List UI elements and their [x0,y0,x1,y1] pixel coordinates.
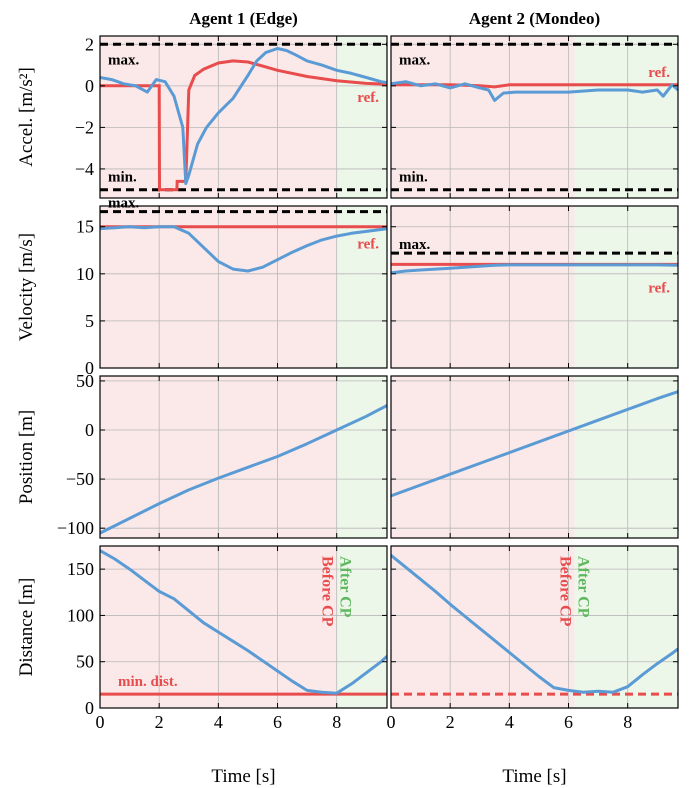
before-cp-region [391,206,575,368]
x-tick-label: 8 [332,712,341,732]
y-tick-label: 0 [85,420,94,440]
x-tick-label: 2 [446,712,455,732]
y-tick-label: 2 [85,34,94,54]
plot-area [391,554,678,696]
panel-r2-c0: 50 0 −50 −100 Position [m] [16,371,388,539]
plot-area [100,404,387,535]
plot-area [100,210,387,273]
before-cp-label: Before CP [556,556,573,627]
after-cp-region [574,206,678,368]
panel-frame [390,205,679,369]
after-cp-region [574,546,678,708]
x-tick-label: 6 [273,712,282,732]
x-tick-label: 8 [623,712,632,732]
panel-r1-c0: max. ref. 15 10 5 0 Velocity [m/s] [16,196,388,378]
max-limit-label: max. [399,237,430,253]
y-axis-label: Velocity [m/s] [16,233,37,341]
panels-container: max. min. ref. 2 0 −2 −4 Accel. [m/s²] max. min. r… [16,34,679,732]
y-tick-label: 5 [85,311,94,331]
y-tick-label: 100 [67,605,94,625]
agent-series-line [391,80,678,102]
x-tick-label: 6 [564,712,573,732]
y-tick-label: 150 [67,559,94,579]
agent-series-line [100,549,387,695]
after-cp-label: After CP [337,556,354,618]
y-tick-label: −4 [75,159,94,179]
panel-r0-c0: max. min. ref. 2 0 −2 −4 Accel. [m/s²] [16,34,388,199]
x-tick-label: 4 [214,712,223,732]
column-title-agent-2: Agent 2 (Mondeo) [469,9,600,28]
min-limit-label: min. [399,170,428,186]
panel-r3-c0: min. dist. Before CP After CP 150 100 50 00 2 4 6… [16,545,388,732]
max-limit-label: max. [108,196,139,212]
x-axis-label-left: Time [s] [211,766,275,787]
after-cp-region [336,36,387,198]
y-axis-label: Position [m] [16,410,37,504]
x-axis-label-right: Time [s] [502,766,566,787]
agent-series-line [100,404,387,535]
y-tick-label: −2 [75,117,94,137]
after-cp-region [574,36,678,198]
y-tick-label: −100 [57,518,94,538]
after-cp-region [574,376,678,538]
y-axis-label: Accel. [m/s²] [16,67,37,167]
before-cp-label: Before CP [319,556,336,627]
after-cp-region [336,546,387,708]
panel-frame [390,545,679,709]
panel-r1-c1: max. ref. [390,205,679,369]
before-cp-region [391,376,575,538]
x-tick-label: 4 [505,712,514,732]
plot-area [391,251,678,275]
y-tick-label: 0 [85,358,94,378]
reference-series-line [100,59,387,192]
y-tick-label: 50 [76,371,94,391]
after-cp-label: After CP [574,556,591,618]
agent-series-line [100,225,387,273]
agent-series-line [391,390,678,498]
column-title-agent-1: Agent 1 (Edge) [189,9,298,28]
reference-label: ref. [357,90,379,106]
y-tick-label: 0 [85,698,94,718]
min-limit-label: min. [108,170,137,186]
plot-area [391,390,678,498]
panel-r3-c1: Before CP After CP 0 2 4 6 8 [387,545,679,732]
reference-series-line [391,83,678,89]
reference-label: ref. [357,237,379,253]
plot-area [391,42,678,192]
y-axis-label: Distance [m] [16,578,37,677]
agent-series-line [391,554,678,694]
reference-label: ref. [648,280,670,296]
x-tick-label: 2 [155,712,164,732]
panel-r2-c1 [390,375,679,539]
y-tick-label: 0 [85,76,94,96]
x-tick-label: 0 [96,712,105,732]
y-tick-label: 15 [76,217,94,237]
before-cp-region [391,36,575,198]
y-tick-label: 10 [76,264,94,284]
y-tick-label: −50 [66,469,94,489]
reference-label: ref. [648,65,670,81]
x-tick-label: 0 [387,712,396,732]
plot-area [100,42,387,192]
panel-frame [390,375,679,539]
panel-frame [99,375,388,539]
max-limit-label: max. [108,52,139,68]
panel-frame [99,35,388,199]
panel-frame [99,545,388,709]
agent-series-line [100,47,387,185]
plot-area [100,549,387,696]
agent-series-line [391,263,678,275]
after-cp-region [336,376,387,538]
panel-frame [390,35,679,199]
min-distance-label: min. dist. [118,674,178,690]
max-limit-label: max. [399,52,430,68]
y-tick-label: 50 [76,652,94,672]
panel-r0-c1: max. min. ref. [390,35,679,199]
panel-frame [99,205,388,369]
